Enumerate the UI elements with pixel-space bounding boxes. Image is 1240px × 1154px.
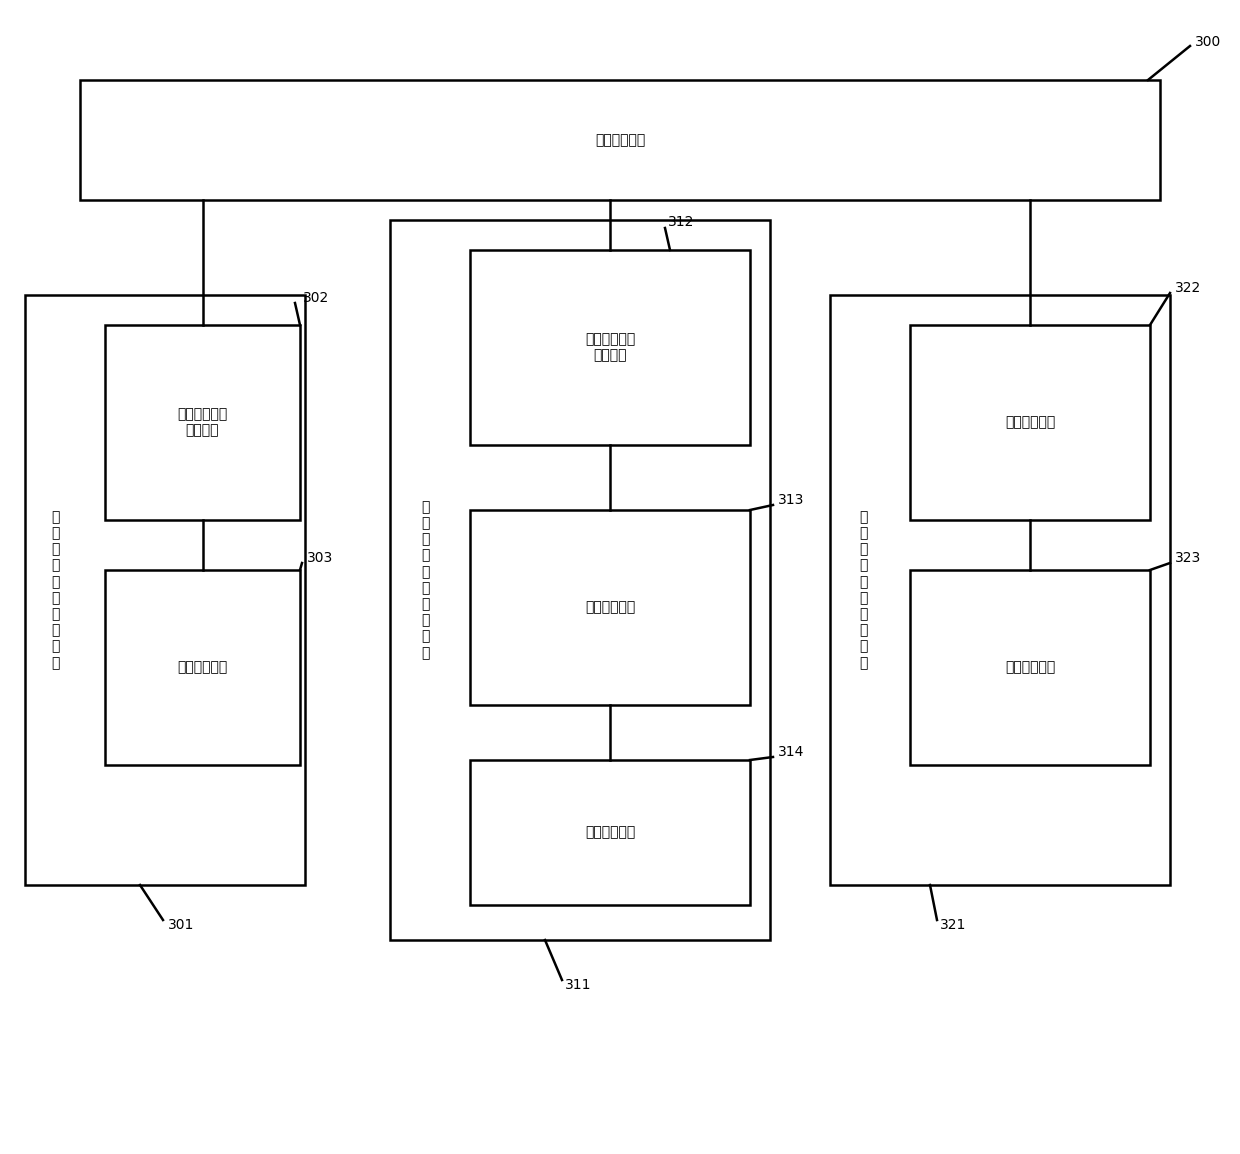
Text: 最小信干噪比
获得单元: 最小信干噪比 获得单元 — [585, 332, 635, 362]
Bar — [105, 570, 300, 765]
Text: 300: 300 — [1195, 35, 1221, 48]
Text: 313: 313 — [777, 493, 805, 507]
Text: 311: 311 — [565, 977, 591, 992]
Bar — [910, 570, 1149, 765]
Text: 第
二
中
继
增
益
控
制
单
元: 第 二 中 继 增 益 控 制 单 元 — [420, 500, 429, 660]
Bar — [81, 80, 1159, 200]
Text: 323: 323 — [1176, 550, 1202, 565]
Text: 321: 321 — [940, 917, 966, 932]
Text: 303: 303 — [308, 550, 334, 565]
Bar — [105, 325, 300, 520]
Text: 312: 312 — [668, 215, 694, 228]
Text: 302: 302 — [303, 291, 330, 305]
Bar — [470, 510, 750, 705]
Text: 第二调整单元: 第二调整单元 — [1004, 415, 1055, 429]
Text: 301: 301 — [167, 917, 195, 932]
Bar — [25, 295, 305, 885]
Bar — [391, 220, 770, 941]
Bar — [830, 295, 1171, 885]
Text: 第三确定单元: 第三确定单元 — [1004, 660, 1055, 674]
Text: 第
三
中
继
增
益
控
制
单
元: 第 三 中 继 增 益 控 制 单 元 — [859, 510, 867, 670]
Text: 第二确定单元: 第二确定单元 — [585, 825, 635, 839]
Text: 314: 314 — [777, 745, 805, 759]
Text: 第
一
中
继
增
益
控
制
单
元: 第 一 中 继 增 益 控 制 单 元 — [51, 510, 60, 670]
Bar — [470, 760, 750, 905]
Text: 需求确定单元: 需求确定单元 — [595, 133, 645, 147]
Bar — [910, 325, 1149, 520]
Bar — [470, 250, 750, 445]
Text: 第一中继增益
获得单元: 第一中继增益 获得单元 — [177, 407, 228, 437]
Text: 第一调整单元: 第一调整单元 — [585, 600, 635, 614]
Text: 第一确定单元: 第一确定单元 — [177, 660, 228, 674]
Text: 322: 322 — [1176, 282, 1202, 295]
